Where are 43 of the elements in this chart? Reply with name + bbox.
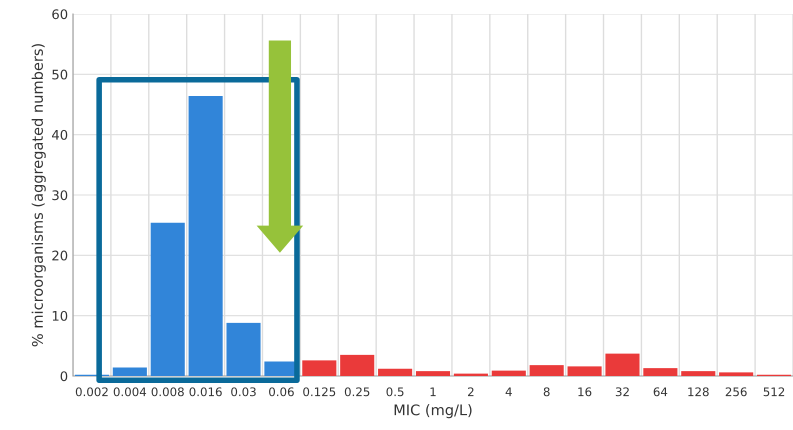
x-tick-label: 512 [764,387,784,396]
y-axis-title: % microorganisms (aggregated numbers) [32,44,46,346]
x-tick-label: 0.06 [269,387,294,396]
x-tick-label: 0.008 [152,387,184,396]
x-tick-label: 0.016 [190,387,222,396]
x-tick-label: 32 [616,387,629,396]
x-tick-label: 16 [578,387,592,396]
bar [492,370,526,376]
x-tick-label: 0.25 [344,387,370,396]
y-tick-label: 30 [52,190,68,200]
y-tick-label: 0 [60,371,68,382]
bar [378,368,412,376]
x-tick-label: 8 [544,387,550,396]
x-tick-label: 64 [654,387,668,396]
x-tick-label: 0.03 [231,387,256,396]
bar [605,354,640,376]
x-tick-label: 256 [726,387,747,396]
x-tick-label: 0.002 [76,387,108,396]
x-tick-label: 0.5 [386,387,404,396]
bar [530,365,564,376]
y-tick-label: 60 [52,9,68,20]
x-tick-label: 1 [430,387,436,396]
bar [188,96,223,376]
x-tick-label: 128 [688,387,709,396]
bar [150,222,185,376]
x-axis-title: MIC (mg/L) [394,404,472,418]
y-tick-label: 50 [52,70,68,80]
x-tick-label: 0.004 [114,387,146,396]
y-tick-label: 10 [52,310,68,321]
bar [302,360,336,376]
bar [226,322,261,376]
bar [681,371,716,376]
x-tick-label: 4 [506,387,512,396]
bar [416,371,450,376]
bar [643,368,678,376]
bar [568,366,602,376]
y-tick-label: 40 [52,130,68,140]
bar [112,368,147,376]
y-tick-label: 20 [52,250,68,261]
x-tick-label: 0.125 [303,387,336,396]
bar [340,354,374,376]
bar [719,372,754,376]
x-tick-label: 2 [468,387,474,396]
